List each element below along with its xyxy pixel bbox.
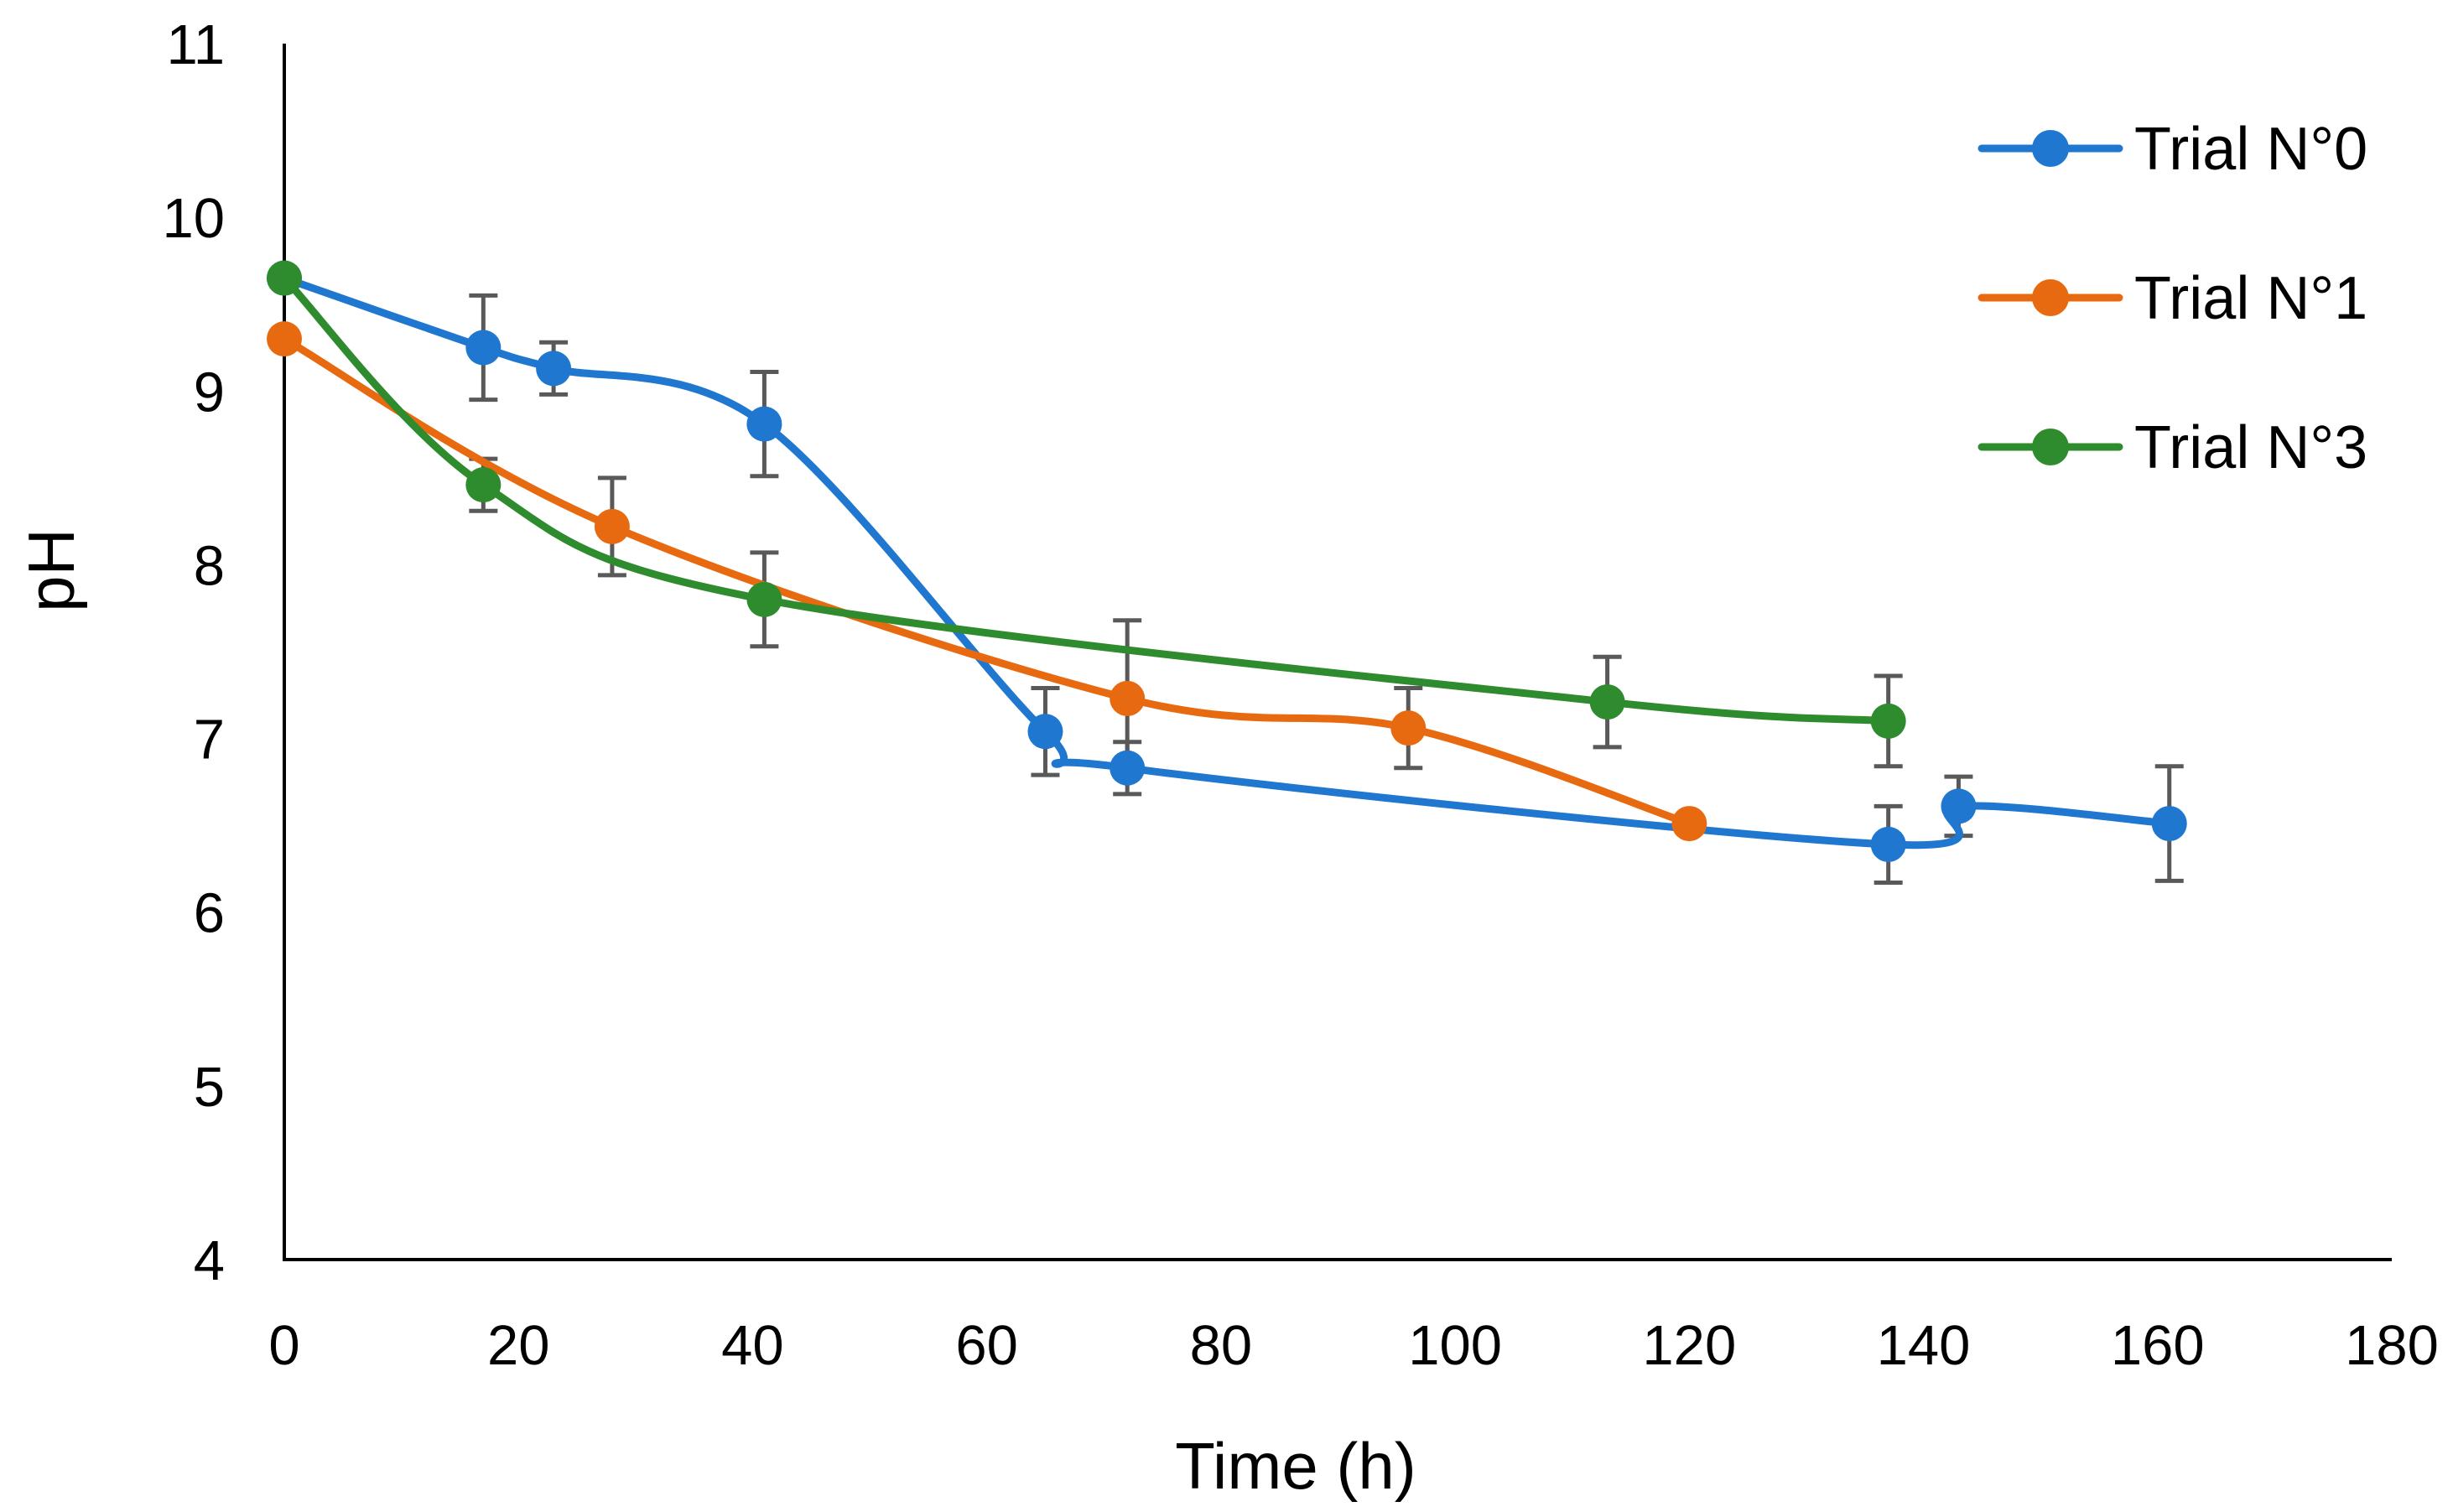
data-point xyxy=(465,467,502,503)
data-point xyxy=(1870,703,1906,739)
x-tick-labels: 0 20 40 60 80 100 120 140 160 180 xyxy=(268,1314,2439,1377)
series-markers xyxy=(267,260,2187,862)
data-point xyxy=(267,321,302,357)
series-lines xyxy=(280,274,2174,850)
data-point xyxy=(1027,714,1063,750)
y-axis-title: pH xyxy=(14,528,88,612)
data-point xyxy=(1870,826,1906,862)
data-point xyxy=(1589,684,1625,720)
data-point xyxy=(1110,680,1146,716)
series-line xyxy=(280,335,1693,828)
x-tick-label: 100 xyxy=(1408,1314,1502,1377)
data-point xyxy=(1941,788,1977,824)
data-point xyxy=(1110,750,1146,786)
data-point xyxy=(746,406,782,442)
legend-label: Trial N°0 xyxy=(2134,116,2367,183)
y-tick-labels: 4 5 6 7 8 9 10 11 xyxy=(162,13,225,1292)
data-point xyxy=(2151,806,2187,842)
x-tick-label: 120 xyxy=(1642,1314,1736,1377)
y-tick-label: 8 xyxy=(194,534,225,597)
data-point xyxy=(746,581,782,617)
data-point xyxy=(594,508,630,544)
data-point xyxy=(536,351,572,387)
data-point xyxy=(465,330,502,366)
y-tick-label: 9 xyxy=(194,361,225,423)
data-point xyxy=(267,260,302,296)
x-tick-label: 20 xyxy=(487,1314,550,1377)
y-tick-label: 4 xyxy=(194,1229,225,1292)
y-tick-label: 10 xyxy=(162,187,225,250)
y-tick-label: 11 xyxy=(166,13,225,76)
legend-label: Trial N°3 xyxy=(2134,414,2367,481)
x-tick-label: 0 xyxy=(268,1314,299,1377)
legend-label: Trial N°1 xyxy=(2134,265,2367,332)
series-line xyxy=(280,274,1893,725)
y-tick-label: 7 xyxy=(194,709,225,772)
x-tick-label: 60 xyxy=(955,1314,1018,1377)
data-point xyxy=(1671,806,1707,842)
legend-marker xyxy=(2032,130,2069,167)
legend-marker xyxy=(2032,279,2069,316)
y-tick-label: 5 xyxy=(194,1056,225,1119)
x-tick-label: 80 xyxy=(1190,1314,1253,1377)
axes xyxy=(283,44,2392,1261)
legend-marker xyxy=(2032,429,2069,465)
y-tick-label: 6 xyxy=(194,882,225,945)
x-tick-label: 140 xyxy=(1877,1314,1971,1377)
x-tick-label: 40 xyxy=(721,1314,784,1377)
x-tick-label: 160 xyxy=(2111,1314,2205,1377)
legend: Trial N°0 Trial N°1 Trial N°3 xyxy=(1977,116,2367,481)
x-tick-label: 180 xyxy=(2345,1314,2439,1377)
data-point xyxy=(1390,710,1427,746)
series-line xyxy=(280,274,2174,850)
x-axis-title: Time (h) xyxy=(1175,1429,1416,1503)
